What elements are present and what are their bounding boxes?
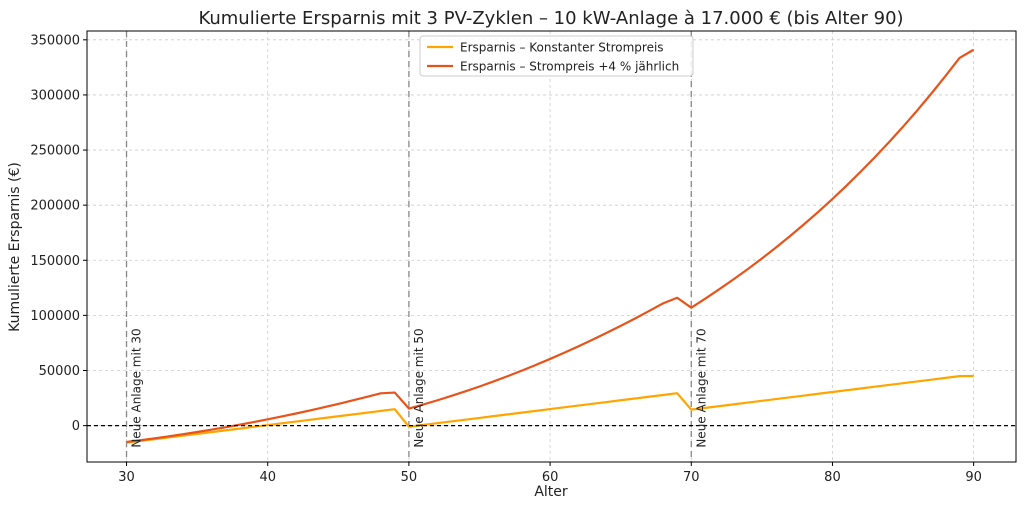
x-tick-label: 40 [259,470,276,485]
legend-label: Ersparnis – Konstanter Strompreis [460,40,664,54]
plot-frame [86,30,1017,463]
series-line-1 [126,374,974,444]
x-tick-label: 90 [965,470,982,485]
annotation-label: Neue Anlage mit 50 [412,328,426,447]
x-tick-label: 80 [824,470,841,485]
legend-box [419,35,694,77]
new-installation-markers [125,31,692,462]
grid [87,31,1016,462]
annotations: Neue Anlage mit 30 Neue Anlage mit 50 Neue… [130,328,709,447]
annotation-label: Neue Anlage mit 70 [694,328,708,447]
y-tick-label: 150000 [30,254,80,269]
chart-title: Kumulierte Ersparnis mit 3 PV-Zyklen – 1… [198,8,903,29]
y-tick-label: 0 [72,419,80,434]
y-tick-label: 50000 [39,364,80,379]
legend: Ersparnis – Konstanter Strompreis Ersparn… [419,35,694,77]
series-line-2 [126,48,975,444]
y-tick-label: 350000 [30,33,80,48]
y-tick-label: 250000 [30,144,80,159]
legend-label: Ersparnis – Strompreis +4 % jährlich [460,59,679,73]
x-axis-ticks: 30 40 50 60 70 80 90 [118,462,982,485]
y-tick-label: 100000 [30,309,80,324]
y-axis-title: Kumulierte Ersparnis (€) [7,162,23,332]
y-axis-ticks: 0 50000 100000 150000 200000 250000 300000 3500… [30,33,87,434]
annotation-label: Neue Anlage mit 30 [130,328,144,447]
x-tick-label: 30 [118,470,135,485]
y-tick-label: 300000 [30,88,80,103]
x-tick-label: 50 [401,470,418,485]
x-tick-label: 60 [542,470,559,485]
x-axis-title: Alter [534,484,568,500]
y-tick-label: 200000 [30,199,80,214]
series-lines [126,48,975,444]
x-tick-label: 70 [683,470,700,485]
